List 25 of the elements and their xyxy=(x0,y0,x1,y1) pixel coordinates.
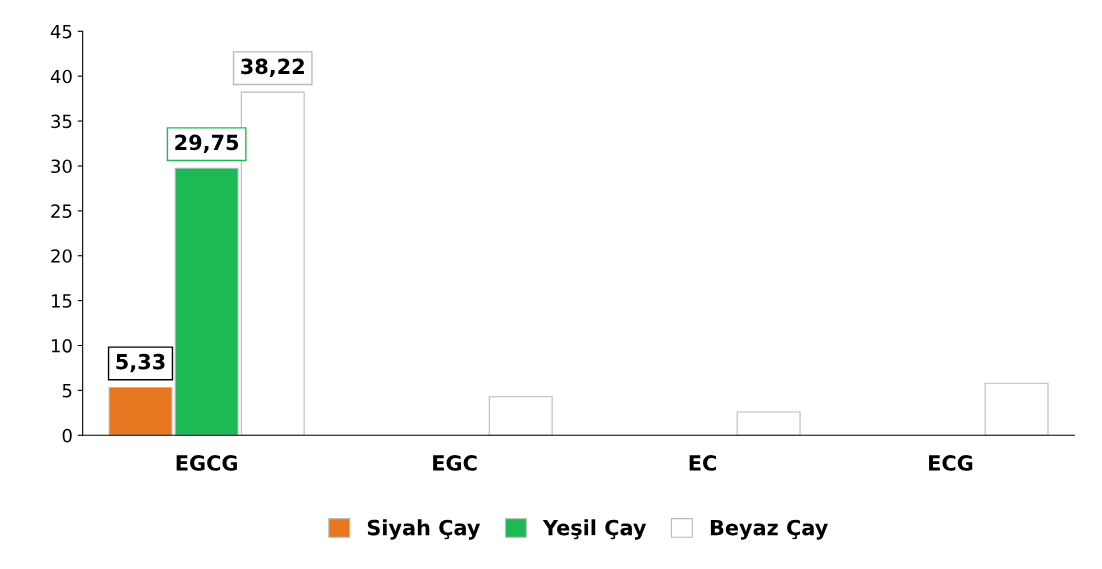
y-tick-label: 35 xyxy=(51,114,72,129)
x-tick-label: ECG xyxy=(929,455,973,471)
bar xyxy=(108,386,173,436)
y-tick-label: 45 xyxy=(50,24,72,39)
legend-label: Beyaz Çay xyxy=(710,519,828,540)
data-label: 38,22 xyxy=(241,58,304,77)
y-tick-label: 0 xyxy=(62,428,72,443)
y-tick-label: 15 xyxy=(51,294,72,308)
x-tick-label: EGC xyxy=(433,455,477,471)
legend-label: Siyah Çay xyxy=(367,519,481,540)
y-tick-label: 5 xyxy=(62,384,72,398)
legend-label: Yeşil Çay xyxy=(542,519,647,540)
bar xyxy=(984,382,1049,436)
y-tick-label: 25 xyxy=(51,204,72,218)
bar xyxy=(736,411,801,436)
bar xyxy=(488,396,553,436)
data-label: 29,75 xyxy=(175,134,239,153)
y-tick-label: 10 xyxy=(51,338,72,353)
y-tick-label: 30 xyxy=(51,159,72,174)
data-label: 5,33 xyxy=(116,353,165,373)
y-tick-label: 40 xyxy=(50,69,72,84)
bar xyxy=(174,167,239,436)
x-tick-label: EGCG xyxy=(176,455,237,471)
y-tick-label: 20 xyxy=(51,249,72,263)
x-tick-label: EC xyxy=(689,455,716,471)
